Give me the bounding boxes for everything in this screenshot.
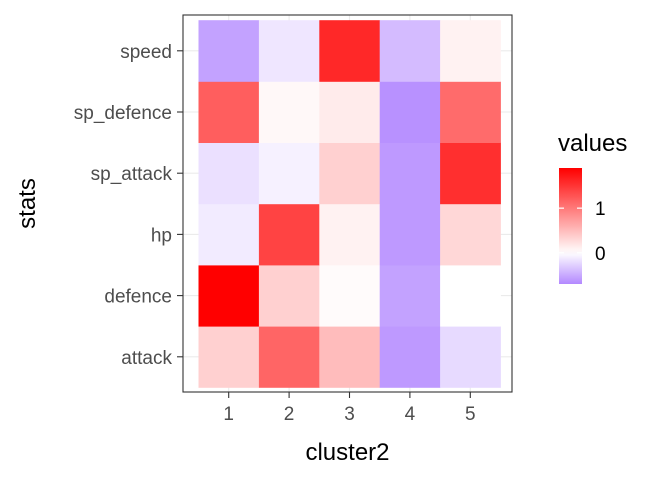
heatmap-cell-hp-1 [198, 203, 260, 266]
legend-tick-label: 0 [595, 244, 606, 265]
heatmap-cell-hp-5 [440, 203, 501, 266]
x-axis-title: cluster2 [305, 439, 389, 466]
heatmap-cell-sp_defence-5 [440, 81, 501, 143]
y-tick-label: attack [121, 348, 172, 369]
heatmap-cell-defence-2 [258, 265, 320, 327]
y-axis: attack defence hp sp_attack sp_defence speed [74, 42, 183, 369]
heatmap-cell-sp_defence-3 [319, 81, 381, 143]
heatmap-cell-speed-1 [198, 20, 260, 82]
heatmap-tiles [198, 20, 501, 388]
heatmap-cell-attack-4 [379, 326, 441, 388]
heatmap-cell-hp-4 [379, 203, 441, 266]
heatmap-cell-defence-1 [198, 265, 260, 327]
y-tick-label: speed [120, 42, 172, 63]
heatmap-cell-defence-3 [319, 265, 381, 327]
heatmap-cell-sp_attack-2 [258, 142, 320, 205]
heatmap-cell-attack-1 [198, 326, 260, 388]
heatmap-cell-sp_defence-1 [198, 81, 260, 143]
y-tick-label: sp_defence [74, 103, 172, 124]
heatmap-cell-attack-3 [319, 326, 381, 388]
legend-ticks: 10 [559, 199, 606, 265]
heatmap-cell-sp_attack-5 [440, 142, 501, 205]
y-tick-label: defence [104, 287, 172, 308]
x-tick-label: 4 [405, 404, 416, 425]
heatmap-cell-hp-3 [319, 203, 381, 266]
legend-title: values [558, 130, 627, 157]
x-tick-label: 2 [284, 404, 295, 425]
heatmap-cell-speed-2 [258, 20, 320, 82]
x-tick-label: 1 [223, 404, 234, 425]
heatmap-cell-defence-4 [379, 265, 441, 327]
heatmap-cell-speed-4 [379, 20, 441, 82]
heatmap-cell-defence-5 [440, 265, 501, 327]
y-axis-title: stats [14, 178, 41, 229]
y-tick-label: hp [151, 225, 172, 246]
heatmap-cell-sp_defence-4 [379, 81, 441, 143]
y-tick-label: sp_attack [91, 164, 173, 185]
legend-tick-label: 1 [595, 199, 606, 220]
legend: values 10 [558, 130, 627, 284]
heatmap-cell-attack-2 [258, 326, 320, 388]
heatmap-cell-sp_attack-3 [319, 142, 381, 205]
x-tick-label: 3 [344, 404, 355, 425]
x-axis: 1 2 3 4 5 [223, 392, 476, 425]
legend-colorbar [559, 168, 582, 284]
heatmap-cell-speed-5 [440, 20, 501, 82]
panel-border [182, 14, 513, 393]
heatmap-cell-attack-5 [440, 326, 501, 388]
heatmap-cell-sp_attack-1 [198, 142, 260, 205]
heatmap-cell-sp_defence-2 [258, 81, 320, 143]
heatmap-cell-hp-2 [258, 203, 320, 266]
x-tick-label: 5 [465, 404, 476, 425]
heatmap-cell-speed-3 [319, 20, 381, 82]
heatmap-cell-sp_attack-4 [379, 142, 441, 205]
